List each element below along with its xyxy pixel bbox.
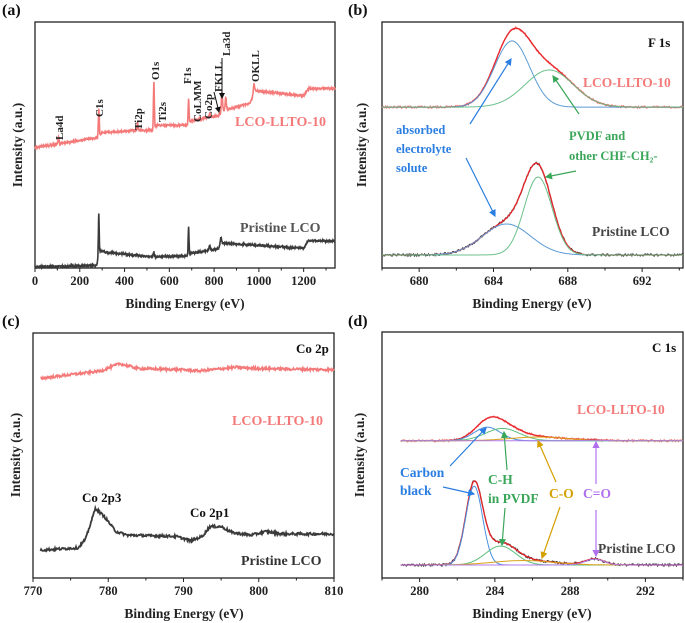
arrow-b-blue-top xyxy=(469,57,512,125)
ylabel-d: Intensity (a.u.) xyxy=(352,413,367,497)
peak-label-colmm: CoLMM xyxy=(192,80,204,122)
spectrum-pristine-lco xyxy=(34,213,336,271)
peak-label-fkll: FKLL xyxy=(213,62,225,92)
peak-label-la4d: La4d xyxy=(54,116,66,140)
panel-label-a: (a) xyxy=(2,2,21,19)
x-tick-label: 800 xyxy=(249,584,268,598)
spectrum-data-lco-llto-10 xyxy=(400,415,684,444)
arrow-d-blue-bottom xyxy=(442,486,476,497)
series-label-c-lco-llto-10: LCO-LLTO-10 xyxy=(232,414,323,429)
peak-label-o1s: O1s xyxy=(150,61,162,80)
title-d: C 1s xyxy=(652,340,676,355)
peak-label-ti2s: Ti2s xyxy=(157,101,169,122)
x-tick-label: 280 xyxy=(410,584,429,598)
x-tick-label: 684 xyxy=(484,274,504,288)
spectrum-data-lco-llto-10 xyxy=(381,25,684,110)
arrow-d-orange-top xyxy=(537,439,557,483)
x-tick-label: 688 xyxy=(558,274,577,288)
x-tick-label: 1200 xyxy=(291,274,316,288)
fit-component-c-o-lco-llto-10 xyxy=(400,439,683,442)
annotation-b-pvdf: PVDF and xyxy=(569,129,625,143)
fit-component-pvdf-and-other-chf-ch2--pristine-lco xyxy=(382,176,683,256)
annotation-d-c-double-o: C=O xyxy=(583,486,611,501)
panel-label-c: (c) xyxy=(2,313,20,330)
title-b: F 1s xyxy=(648,35,670,50)
annotation-d-black: black xyxy=(400,483,432,498)
x-tick-label: 692 xyxy=(633,274,652,288)
x-tick-label: 800 xyxy=(205,274,224,288)
spectrum-lco-llto-10 xyxy=(34,81,336,151)
xlabel-d: Binding Energy (eV) xyxy=(472,606,591,621)
arrow-b-green-bottom xyxy=(544,170,577,180)
arrow-d-green-bottom xyxy=(498,507,507,547)
spectrum-lco-llto-10 xyxy=(40,362,335,381)
annotation-b-absorbed: absorbed xyxy=(396,123,445,137)
panel-label-b: (b) xyxy=(348,2,368,19)
annotation-d-carbon: Carbon xyxy=(400,465,445,480)
fit-component-pvdf-and-other-chf-ch2--lco-llto-10 xyxy=(382,69,683,108)
plot-frame-b xyxy=(381,21,684,269)
annotation-d-ch: C-H xyxy=(488,472,513,487)
series-label-a-pristine: Pristine LCO xyxy=(240,221,321,236)
ylabel-c: Intensity (a.u.) xyxy=(8,413,23,497)
arrow-d-green-top xyxy=(500,430,509,471)
peak-label-la3d: La3d xyxy=(221,32,233,56)
panel-label-d: (d) xyxy=(348,313,368,330)
x-tick-label: 770 xyxy=(24,584,43,598)
x-tick-label: 288 xyxy=(561,584,580,598)
arrow-d-orange-bottom xyxy=(540,506,561,560)
x-tick-label: 810 xyxy=(325,584,344,598)
series-label-a-lco-llto-10: LCO-LLTO-10 xyxy=(235,115,326,130)
series-label-d-pristine: Pristine LCO xyxy=(598,541,676,556)
series-label-b-lco-llto-10: LCO-LLTO-10 xyxy=(583,75,671,90)
x-tick-label: 780 xyxy=(99,584,118,598)
spectrum-pristine-lco xyxy=(39,504,334,553)
arrow-fkll xyxy=(213,91,221,113)
series-label-c-pristine: Pristine LCO xyxy=(241,554,322,569)
spectrum-data-pristine-lco xyxy=(381,161,684,258)
annotation-b-electrolyte: electrolyte xyxy=(396,142,452,156)
x-tick-label: 292 xyxy=(636,584,655,598)
fit-component-c-o-pristine-lco xyxy=(400,558,683,566)
peak-label-co2p1: Co 2p1 xyxy=(190,505,229,520)
peak-label-co2p: Co2p xyxy=(203,94,215,119)
series-label-b-pristine: Pristine LCO xyxy=(592,224,670,239)
x-tick-label: 400 xyxy=(115,274,134,288)
peak-label-co2p3: Co 2p3 xyxy=(82,490,122,505)
x-tick-label: 600 xyxy=(160,274,179,288)
peak-label-okll: OKLL xyxy=(250,50,262,82)
xlabel-b: Binding Energy (eV) xyxy=(472,296,591,311)
fit-envelope-lco-llto-10 xyxy=(382,27,683,108)
fit-envelope-pristine-lco xyxy=(382,162,683,256)
x-tick-label: 284 xyxy=(486,584,506,598)
x-tick-label: 200 xyxy=(70,274,89,288)
fit-component-absorbed-electrolyte-solute-lco-llto-10 xyxy=(382,40,683,108)
arrow-b-green-top xyxy=(552,75,580,115)
fit-component-carbon-black-lco-llto-10 xyxy=(400,426,683,442)
xlabel-a: Binding Energy (eV) xyxy=(125,296,244,311)
plot-frame-a xyxy=(34,21,336,269)
fit-component-c-h-in-pvdf-lco-llto-10 xyxy=(400,427,683,442)
annotation-b-chf: other CHF-CH₂- xyxy=(569,149,658,163)
annotation-d-in-pvdf: in PVDF xyxy=(488,491,539,506)
x-tick-label: 0 xyxy=(32,274,38,288)
ylabel-a: Intensity (a.u.) xyxy=(10,103,25,187)
series-label-d-lco-llto-10: LCO-LLTO-10 xyxy=(577,402,665,417)
annotation-d-co: C-O xyxy=(549,486,574,501)
ylabel-b: Intensity (a.u.) xyxy=(354,103,369,187)
peak-label-f1s: F1s xyxy=(182,67,194,84)
annotation-b-solute: solute xyxy=(396,161,428,175)
x-tick-label: 1000 xyxy=(246,274,271,288)
peak-label-ti2p: Ti2p xyxy=(133,108,145,130)
arrow-d-blue-top xyxy=(449,427,487,467)
title-c: Co 2p xyxy=(296,341,329,356)
x-tick-label: 790 xyxy=(174,584,193,598)
x-tick-label: 680 xyxy=(410,274,429,288)
arrow-b-blue-bottom xyxy=(465,157,496,218)
xlabel-c: Binding Energy (eV) xyxy=(124,606,243,621)
peak-label-c1s: C1s xyxy=(94,99,106,117)
